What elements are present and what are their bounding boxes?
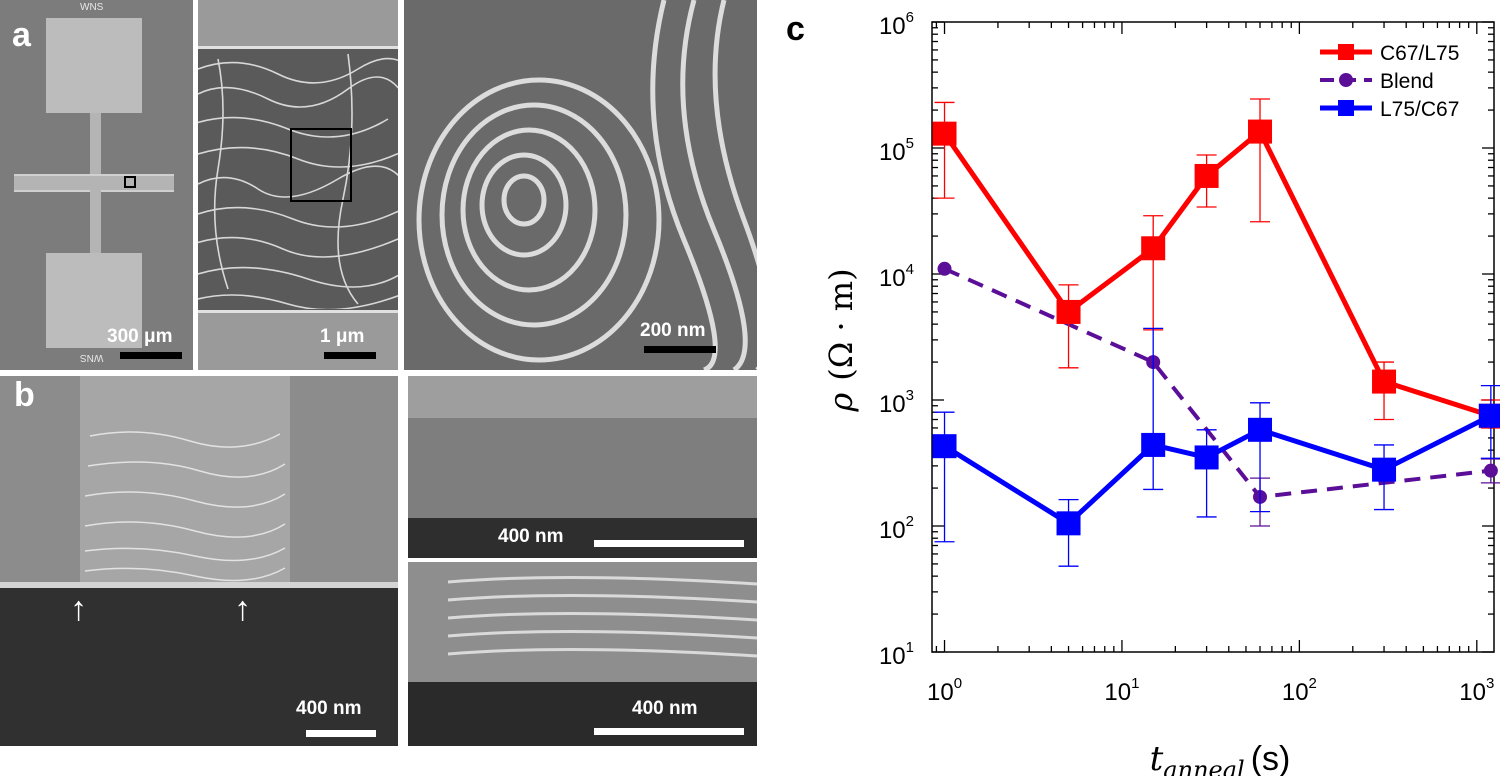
scalebar-label-400nm-3: 400 nm xyxy=(632,698,698,719)
panel-b-side-sem-bottom: 400 nm xyxy=(408,562,757,746)
y-tick-label: 102 xyxy=(879,513,914,544)
y-axis-label: ρ (Ω · m) xyxy=(822,268,860,412)
series-l75-c67 xyxy=(932,327,1500,567)
data-point xyxy=(1372,457,1397,482)
data-point xyxy=(1372,369,1397,394)
substrate xyxy=(0,588,398,746)
electrode-bottom xyxy=(198,310,398,370)
up-arrow-right: ↑ xyxy=(234,590,251,628)
device-label-top: WNS xyxy=(80,2,104,13)
plot-frame xyxy=(931,21,1495,653)
data-point xyxy=(1141,236,1166,261)
device-label-bottom: WNS xyxy=(80,352,104,363)
data-point xyxy=(1056,511,1081,536)
y-axis-symbol: ρ xyxy=(822,393,860,413)
electrode-top xyxy=(198,0,398,49)
film-top-crust xyxy=(408,376,757,418)
legend-label-c67-l75: C67/L75 xyxy=(1380,42,1459,65)
y-tick-label: 106 xyxy=(879,9,914,40)
scalebar-300um xyxy=(120,352,182,359)
panel-b-side-sem-top: 400 nm xyxy=(408,376,757,558)
fingerprint-texture xyxy=(416,0,757,370)
data-point xyxy=(1483,463,1498,478)
lamellae-texture xyxy=(198,53,398,309)
data-point xyxy=(932,121,957,146)
x-axis-label: tanneal (s) xyxy=(1150,739,1291,776)
scalebar-400nm-3 xyxy=(594,728,744,735)
legend-entry-l75-c67: L75/C67 xyxy=(1320,98,1459,121)
x-tick-label: 100 xyxy=(927,675,962,706)
scalebar-label-300um: 300 μm xyxy=(107,326,173,347)
x-axis-subscript: anneal xyxy=(1163,756,1244,776)
series-line xyxy=(943,413,1492,526)
resistivity-chart: c 100 101 102 103 101 102 103 104 105 106 tannea… xyxy=(786,9,1500,776)
y-axis-unit: (Ω · m) xyxy=(822,268,860,380)
data-point xyxy=(1056,299,1081,324)
film-edge xyxy=(0,582,398,588)
y-tick-label: 103 xyxy=(879,387,914,418)
legend: C67/L75 Blend L75/C67 xyxy=(1320,42,1459,121)
y-tick-label: 101 xyxy=(879,639,914,670)
film-body xyxy=(408,418,757,518)
data-point xyxy=(1194,445,1219,470)
contact-pad-top xyxy=(46,18,142,113)
data-point xyxy=(1478,403,1500,428)
scalebar-200nm xyxy=(644,346,716,353)
series-layer xyxy=(932,98,1500,567)
panel-a-lamellae-sem: 1 μm xyxy=(198,0,398,370)
zoom-box xyxy=(290,128,352,202)
channel-zoom-box xyxy=(124,176,136,188)
legend-label-blend: Blend xyxy=(1380,70,1434,93)
scalebar-label-400nm-2: 400 nm xyxy=(498,526,564,547)
panel-b-cross-section-sem: ↑ ↑ b 400 nm xyxy=(0,376,398,746)
x-tick-labels: 100 101 102 103 xyxy=(927,675,1494,706)
scalebar-1um xyxy=(324,352,376,359)
legend-entry-c67-l75: C67/L75 xyxy=(1320,42,1459,65)
device-stem-bottom xyxy=(90,188,101,254)
panel-letter-c: c xyxy=(786,10,805,48)
x-axis-symbol: t xyxy=(1150,739,1164,776)
data-point xyxy=(932,434,957,459)
data-point xyxy=(1141,432,1166,457)
contact-pad-bottom xyxy=(46,253,142,348)
channel-strip xyxy=(80,376,290,586)
scalebar-400nm-2 xyxy=(594,540,744,547)
substrate-bottom xyxy=(408,682,757,746)
series-c67-l75 xyxy=(932,98,1500,429)
legend-label-l75-c67: L75/C67 xyxy=(1380,98,1459,121)
y-tick-label: 105 xyxy=(879,135,914,166)
scalebar-label-400nm-1: 400 nm xyxy=(296,698,362,719)
x-tick-label: 102 xyxy=(1282,675,1317,706)
scalebar-400nm-1 xyxy=(306,730,376,737)
legend-entry-blend: Blend xyxy=(1320,70,1434,93)
data-point xyxy=(937,261,952,276)
y-tick-label: 104 xyxy=(879,261,914,292)
data-point xyxy=(1248,417,1273,442)
data-point xyxy=(1248,119,1273,144)
scalebar-label-1um: 1 μm xyxy=(320,326,365,347)
up-arrow-left: ↑ xyxy=(70,590,87,628)
panel-letter-b: b xyxy=(14,376,35,414)
device-stem-top xyxy=(90,113,101,175)
substrate-top xyxy=(408,518,757,558)
panel-letter-a: a xyxy=(12,16,31,54)
panel-a-fingerprint-sem: 200 nm xyxy=(404,0,757,370)
channel-lamellae-texture xyxy=(84,431,286,582)
data-point xyxy=(1194,163,1219,188)
y-tick-labels: 101 102 103 104 105 106 xyxy=(879,9,914,670)
side-lamellae-texture xyxy=(447,575,757,658)
panel-a-device-sem: WNS WNS a 300 μm xyxy=(0,0,193,370)
x-axis-unit: (s) xyxy=(1251,740,1291,776)
scalebar-label-200nm: 200 nm xyxy=(640,320,706,341)
x-tick-label: 103 xyxy=(1459,675,1494,706)
x-tick-label: 101 xyxy=(1104,675,1139,706)
